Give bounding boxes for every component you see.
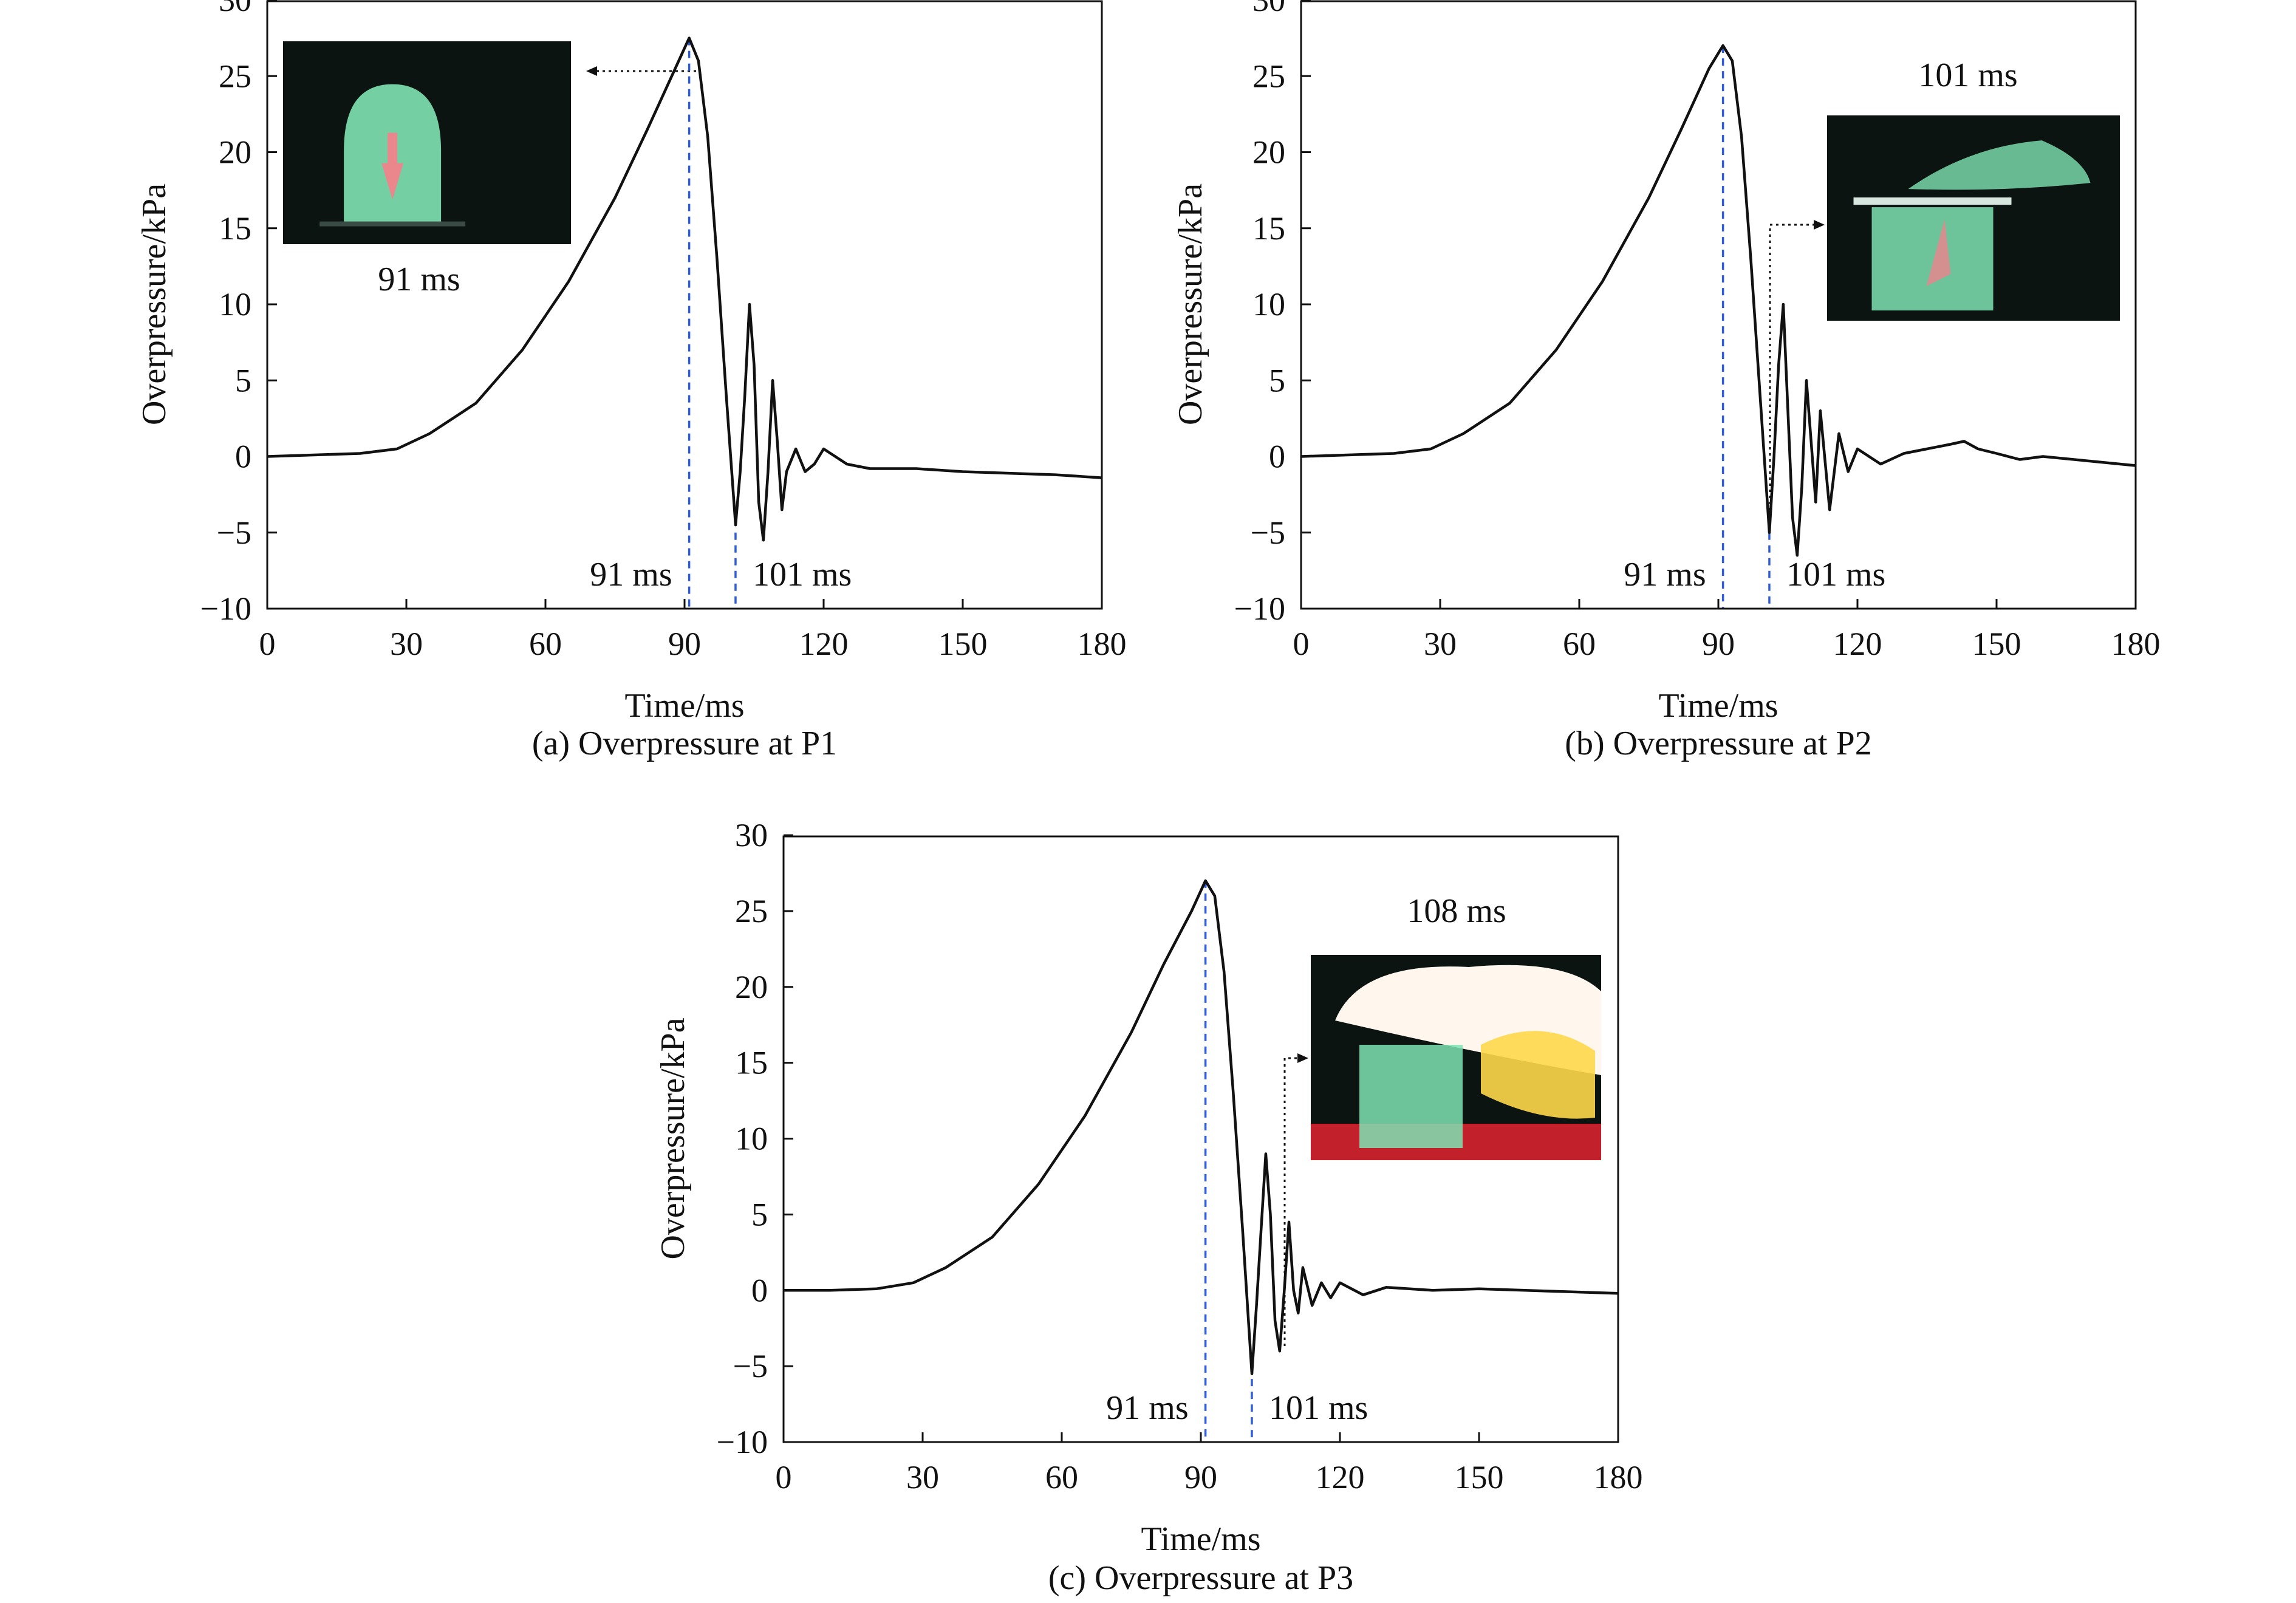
x-tick-label: 180 (1078, 626, 1127, 662)
time-marker-label: 101 ms (753, 556, 852, 593)
flame-plume-shape (1908, 140, 2091, 190)
y-tick-label: 30 (1252, 0, 1285, 18)
x-tick-label: 90 (668, 626, 701, 662)
x-axis-title: Time/ms (1141, 1520, 1260, 1558)
x-tick-label: 60 (1563, 626, 1596, 662)
y-tick-label: 25 (219, 58, 251, 94)
x-tick-label: 180 (1594, 1459, 1643, 1495)
fireball-flame-shape (1481, 1031, 1595, 1119)
time-marker-label: 101 ms (1786, 556, 1885, 593)
time-marker-label: 91 ms (1624, 556, 1706, 593)
y-tick-label: 20 (219, 134, 251, 171)
y-axis-title: Overpressure/kPa (654, 1017, 692, 1259)
x-tick-label: 150 (938, 626, 988, 662)
x-tick-label: 120 (1833, 626, 1882, 662)
y-tick-label: −10 (200, 590, 251, 627)
inset-time-label: 108 ms (1407, 892, 1506, 930)
x-axis-title: Time/ms (1658, 687, 1778, 725)
flame-column-shape (1871, 207, 1994, 311)
time-marker-label: 91 ms (590, 556, 672, 593)
pointer-arrow-line (1769, 224, 1819, 522)
x-tick-label: 60 (1045, 1459, 1078, 1495)
y-tick-label: 20 (735, 969, 768, 1005)
x-tick-label: 150 (1972, 626, 2021, 662)
x-tick-label: 180 (2111, 626, 2161, 662)
inset-time-label: 101 ms (1918, 56, 2017, 94)
x-tick-label: 90 (1184, 1459, 1217, 1495)
figure-caption: (c) Overpressure at P3 (1048, 1559, 1353, 1597)
flame-column-shape (1359, 1045, 1463, 1148)
x-tick-label: 150 (1455, 1459, 1504, 1495)
pointer-arrow-head (1297, 1053, 1308, 1063)
x-axis-title: Time/ms (624, 687, 744, 725)
y-tick-label: 15 (219, 210, 251, 247)
y-tick-label: −10 (1234, 590, 1285, 627)
y-tick-label: 20 (1252, 134, 1285, 171)
y-tick-label: 5 (751, 1196, 768, 1232)
pointer-arrow (1769, 220, 1825, 522)
x-tick-label: 120 (1316, 1459, 1365, 1495)
y-tick-label: 0 (751, 1272, 768, 1308)
y-tick-label: 25 (1252, 58, 1285, 94)
flame-photo-icon (283, 41, 571, 244)
pointer-arrow-head (586, 66, 597, 76)
x-tick-label: 0 (776, 1459, 792, 1495)
y-axis-title: Overpressure/kPa (1172, 183, 1209, 425)
vent-lid-shape (1853, 197, 2012, 205)
y-tick-label: 5 (235, 362, 251, 398)
x-tick-label: 0 (1293, 626, 1310, 662)
y-tick-label: 15 (735, 1045, 768, 1081)
y-tick-label: 30 (219, 0, 251, 18)
y-tick-label: 5 (1269, 362, 1285, 398)
x-tick-label: 30 (1424, 626, 1457, 662)
x-tick-label: 0 (259, 626, 276, 662)
y-tick-label: −5 (217, 514, 251, 551)
pointer-arrow-head (1814, 220, 1825, 230)
pointer-arrow (586, 66, 696, 76)
x-tick-label: 120 (799, 626, 849, 662)
fireball-photo-icon (1311, 955, 1601, 1160)
flame-photo-icon (1827, 115, 2120, 321)
flame-core-shape (1926, 219, 1951, 287)
y-tick-label: 0 (235, 439, 251, 475)
x-tick-label: 90 (1702, 626, 1735, 662)
y-tick-label: −5 (733, 1348, 768, 1384)
y-tick-label: 10 (1252, 286, 1285, 323)
inset-time-label: 91 ms (378, 261, 460, 298)
y-tick-label: 0 (1269, 439, 1285, 475)
figure-caption: (b) Overpressure at P2 (1565, 725, 1871, 762)
y-tick-label: 25 (735, 893, 768, 929)
time-marker-label: 91 ms (1106, 1389, 1188, 1427)
x-tick-label: 30 (390, 626, 423, 662)
pointer-arrow (1283, 1053, 1308, 1346)
x-tick-label: 60 (529, 626, 562, 662)
y-tick-label: −5 (1251, 514, 1285, 551)
y-tick-label: 10 (735, 1121, 768, 1157)
flame-core-shape (381, 132, 404, 200)
y-tick-label: 15 (1252, 210, 1285, 247)
y-axis-title: Overpressure/kPa (135, 183, 173, 425)
pointer-arrow-line (1283, 1057, 1302, 1346)
time-marker-label: 101 ms (1269, 1389, 1368, 1427)
y-tick-label: 30 (735, 817, 768, 853)
inset-base-line (319, 221, 466, 227)
figure-caption: (a) Overpressure at P1 (532, 725, 837, 762)
y-tick-label: 10 (219, 286, 251, 323)
y-tick-label: −10 (717, 1424, 768, 1460)
x-tick-label: 30 (906, 1459, 939, 1495)
